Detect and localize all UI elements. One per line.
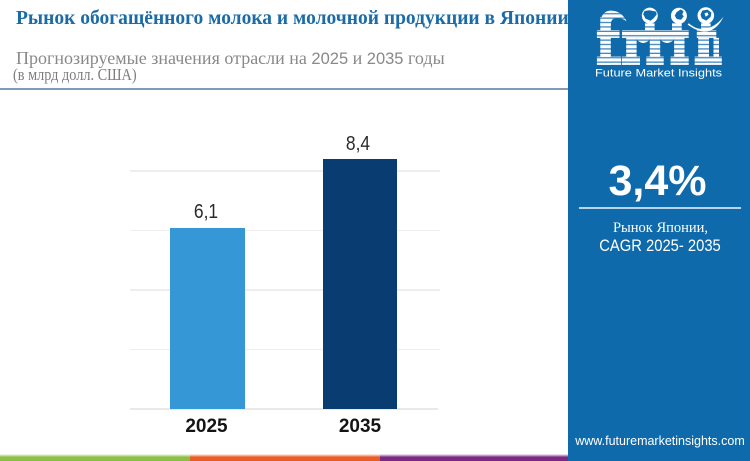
svg-text:Future Market Insights: Future Market Insights — [595, 68, 722, 80]
